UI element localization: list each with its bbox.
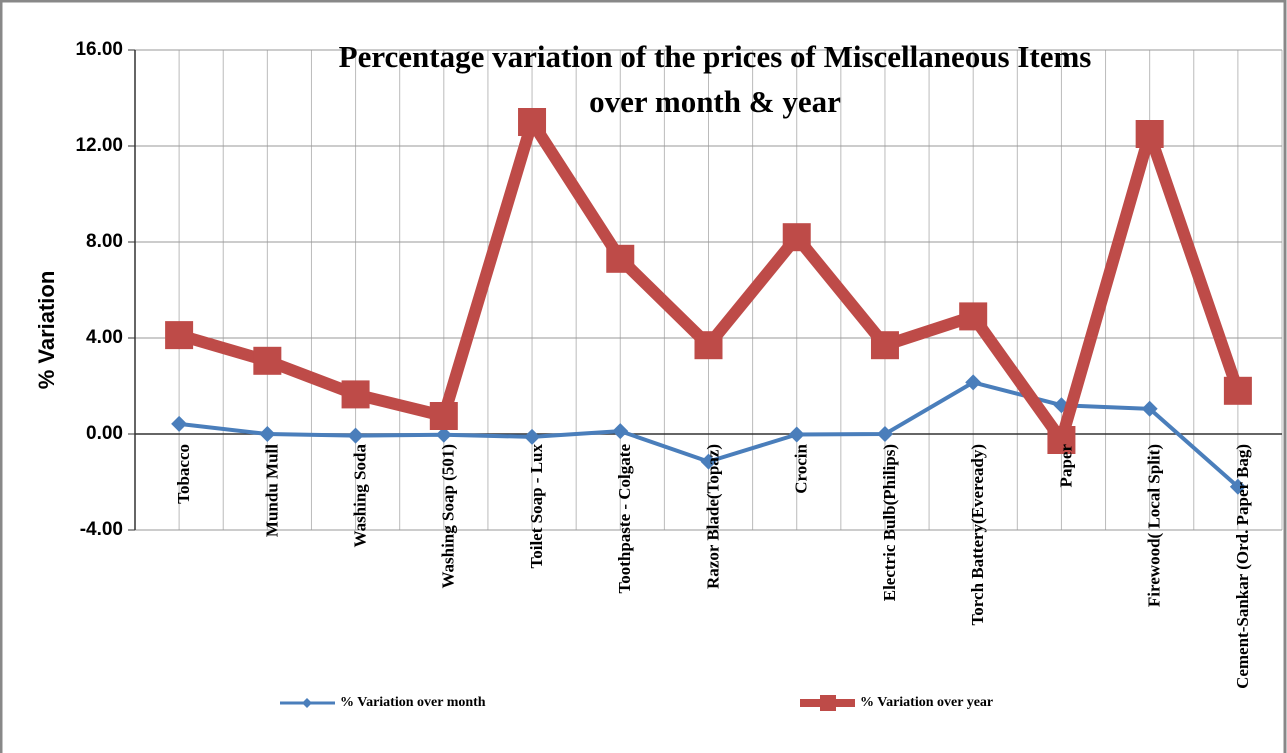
x-tick-label: Toilet Soap - Lux <box>527 444 546 569</box>
marker <box>959 302 988 331</box>
x-tick-label: Tobacco <box>174 444 193 504</box>
marker <box>606 244 635 273</box>
marker <box>965 374 982 391</box>
marker <box>694 331 723 360</box>
marker <box>518 108 547 136</box>
marker <box>347 427 364 444</box>
marker <box>341 380 370 409</box>
marker <box>435 426 452 443</box>
marker <box>165 321 194 350</box>
marker <box>876 426 893 442</box>
marker <box>429 402 458 430</box>
legend-marker <box>302 698 312 708</box>
marker <box>1141 400 1158 417</box>
x-tick-label: Washing Soap (501) <box>439 444 458 589</box>
marker <box>612 423 629 440</box>
marks <box>165 108 1252 495</box>
legend-label: % Variation over year <box>860 695 993 710</box>
y-axis-label: % Variation <box>34 271 59 390</box>
x-tick-label: Mundu Mull <box>262 444 281 537</box>
x-tick-label: Electric Bulb(Philips) <box>880 444 899 601</box>
x-tick-label: Torch Battery(Eveready) <box>968 444 987 625</box>
marker <box>782 223 811 252</box>
x-tick-label: Razor Blade(Topaz) <box>703 444 722 589</box>
y-tick-label: 8.00 <box>86 231 123 252</box>
chart-title: Percentage variation of the prices of Mi… <box>339 39 1092 74</box>
x-tick-label: Cement-Sankar (Ord. Paper Bag) <box>1233 444 1252 689</box>
x-tick-label: Washing Soda <box>350 444 369 548</box>
y-tick-label: 0.00 <box>86 423 123 444</box>
x-tick-label: Toothpaste - Colgate <box>615 444 634 594</box>
marker <box>1223 376 1252 405</box>
y-tick-label: 4.00 <box>86 327 123 348</box>
marker <box>1135 120 1164 148</box>
x-tick-label: Crocin <box>792 443 811 493</box>
legend-marker <box>820 695 836 711</box>
marker <box>870 331 899 360</box>
x-tick-label: Firewood( Local Split) <box>1145 444 1164 607</box>
y-tick-label: -4.00 <box>80 519 123 540</box>
marker <box>253 346 282 375</box>
marker <box>1229 478 1246 495</box>
y-tick-label: 12.00 <box>75 135 123 156</box>
chart-subtitle: over month & year <box>589 84 841 119</box>
legend-label: % Variation over month <box>340 695 486 710</box>
x-tick-label: Paper <box>1056 444 1075 488</box>
marker <box>788 426 805 443</box>
marker <box>259 426 276 442</box>
y-tick-label: 16.00 <box>75 39 123 60</box>
marker <box>1047 426 1076 454</box>
marker <box>524 428 541 445</box>
marker <box>171 415 188 432</box>
grid <box>128 49 1283 531</box>
marker <box>700 453 717 470</box>
